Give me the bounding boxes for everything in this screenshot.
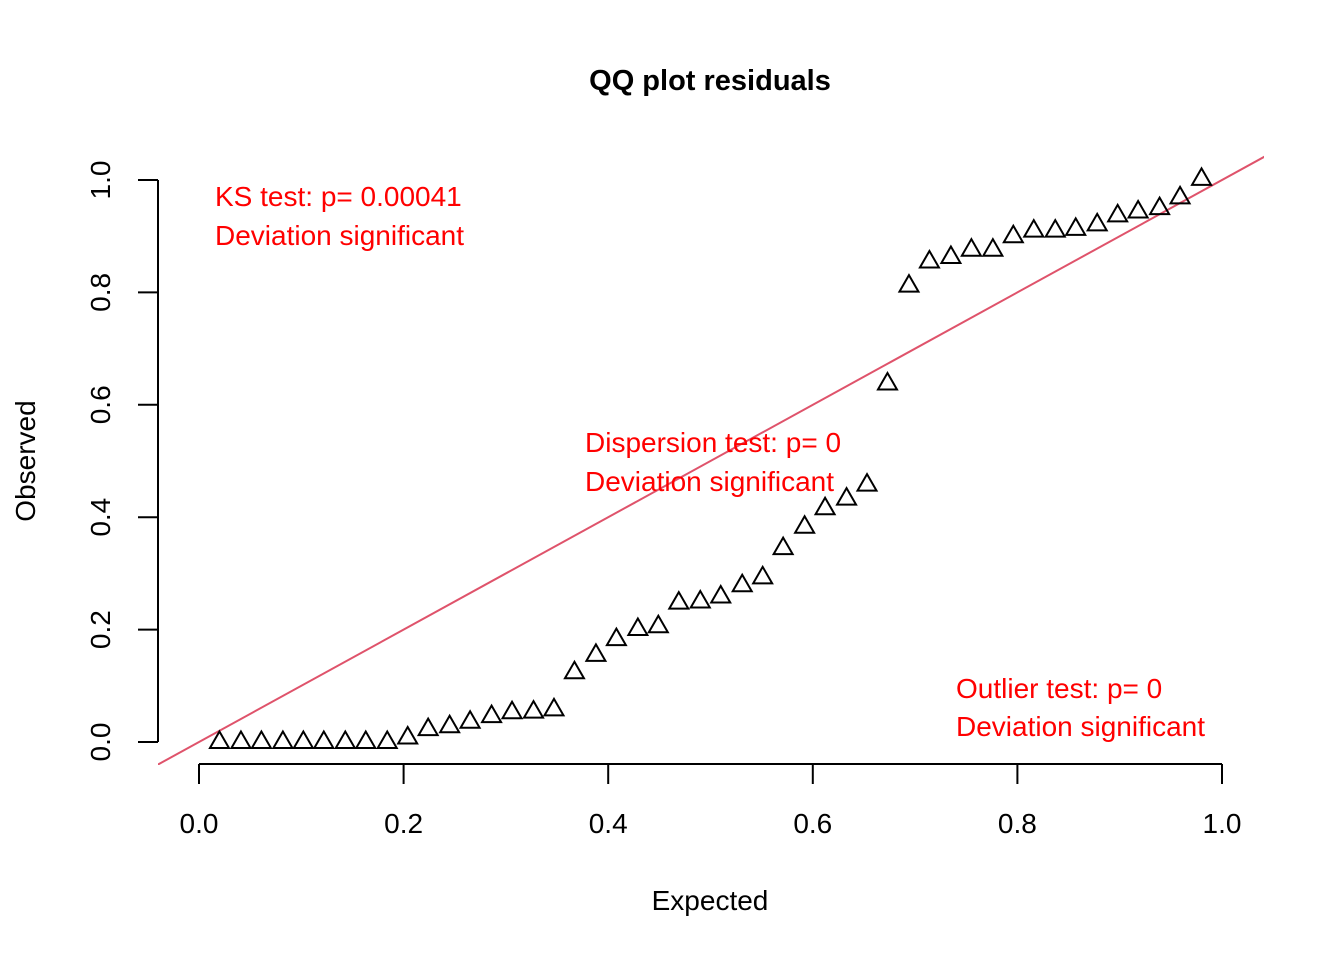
y-tick-label: 1.0	[85, 161, 116, 200]
data-point	[292, 729, 315, 749]
data-point	[376, 729, 399, 749]
data-point	[1168, 184, 1192, 205]
data-point	[918, 248, 941, 269]
data-point	[876, 370, 899, 391]
data-points	[208, 166, 1213, 749]
data-point	[1106, 202, 1129, 223]
data-point	[396, 724, 419, 745]
data-point	[730, 572, 754, 593]
x-tick-label: 0.4	[589, 808, 628, 839]
chart-title: QQ plot residuals	[589, 65, 831, 97]
data-point	[1190, 166, 1213, 186]
data-point	[1064, 216, 1087, 236]
annotation-dispersion-line-1: Dispersion test: p= 0	[585, 427, 841, 458]
data-point	[897, 273, 921, 293]
data-point	[271, 729, 295, 749]
data-point	[981, 237, 1005, 257]
annotation-outlier-line-1: Outlier test: p= 0	[956, 673, 1162, 704]
data-point	[522, 699, 545, 719]
data-point	[584, 642, 608, 662]
y-tick-label: 0.0	[85, 723, 116, 762]
data-point	[438, 713, 461, 734]
data-point	[1002, 223, 1025, 244]
annotation-ks-test: KS test: p= 0.00041 Deviation significan…	[215, 181, 464, 251]
data-point	[250, 729, 273, 749]
annotation-ks-line-2: Deviation significant	[215, 220, 464, 251]
data-point	[667, 590, 691, 610]
data-point	[416, 716, 440, 737]
data-point	[793, 514, 816, 534]
data-point	[835, 486, 858, 506]
data-point	[229, 729, 253, 749]
data-point	[1044, 218, 1067, 238]
data-point	[1148, 195, 1171, 216]
data-point	[939, 244, 963, 264]
x-axis-ticks: 0.0 0.2 0.4 0.6 0.8 1.0	[180, 764, 1242, 839]
y-tick-label: 0.8	[85, 273, 116, 312]
data-point	[312, 729, 336, 749]
x-tick-label: 0.6	[793, 808, 832, 839]
data-point	[1085, 211, 1109, 232]
data-point	[563, 659, 586, 680]
data-point	[500, 699, 524, 720]
data-point	[458, 709, 482, 729]
data-point	[647, 613, 670, 634]
data-point	[542, 696, 566, 717]
reference-line	[158, 155, 1264, 765]
data-point	[605, 626, 628, 647]
data-point	[1126, 198, 1150, 219]
data-point	[813, 495, 837, 516]
x-tick-label: 0.2	[384, 808, 423, 839]
annotation-ks-line-1: KS test: p= 0.00041	[215, 181, 462, 212]
data-point	[1022, 218, 1045, 238]
data-point	[709, 583, 732, 604]
y-tick-label: 0.4	[85, 498, 116, 537]
y-axis-ticks: 0.0 0.2 0.4 0.6 0.8 1.0	[85, 161, 158, 762]
annotation-outlier-test: Outlier test: p= 0 Deviation significant	[956, 673, 1205, 742]
annotation-dispersion-test: Dispersion test: p= 0 Deviation signific…	[585, 427, 841, 497]
x-tick-label: 0.0	[180, 808, 219, 839]
data-point	[751, 564, 774, 585]
data-point	[480, 703, 503, 724]
x-tick-label: 0.8	[998, 808, 1037, 839]
annotation-dispersion-line-2: Deviation significant	[585, 466, 834, 497]
y-tick-label: 0.6	[85, 385, 116, 424]
data-point	[960, 237, 983, 257]
data-point	[208, 729, 231, 749]
data-point	[855, 472, 879, 492]
annotation-outlier-line-2: Deviation significant	[956, 711, 1205, 742]
data-point	[354, 729, 377, 749]
x-tick-label: 1.0	[1203, 808, 1242, 839]
data-point	[626, 616, 650, 637]
y-axis-label: Observed	[10, 400, 41, 521]
data-point	[334, 729, 357, 749]
data-point	[689, 588, 712, 609]
x-axis-label: Expected	[652, 885, 769, 916]
y-tick-label: 0.2	[85, 610, 116, 649]
data-point	[771, 535, 795, 556]
